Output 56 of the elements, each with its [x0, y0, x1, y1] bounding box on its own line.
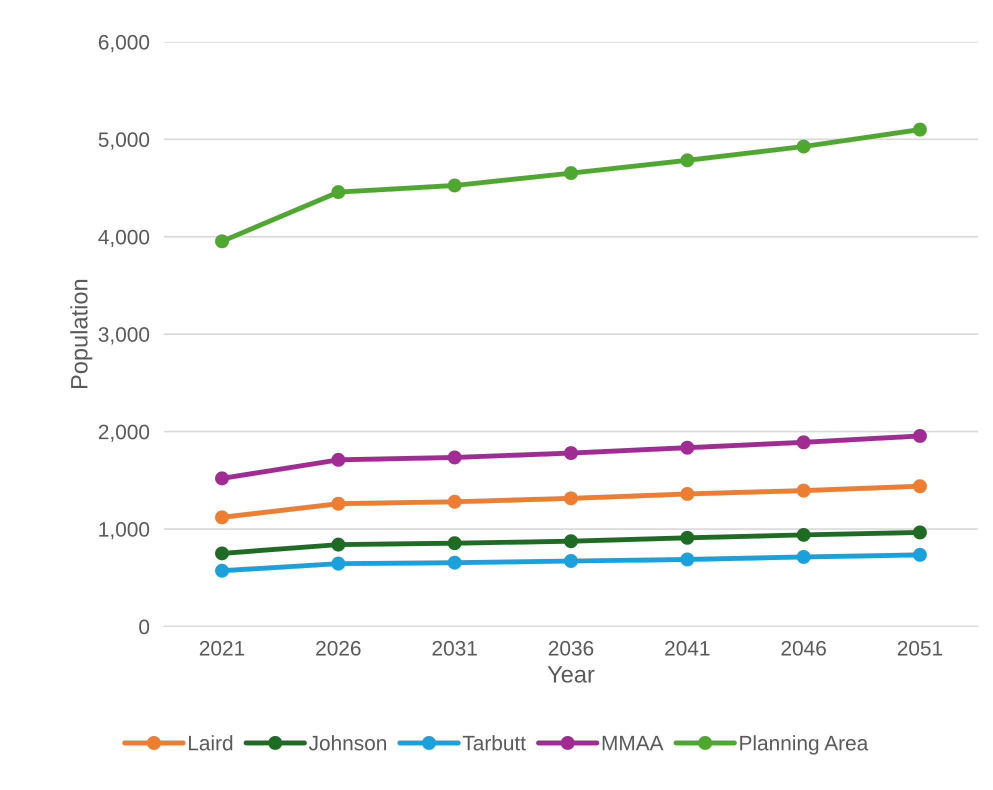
x-tick-label: 2046: [782, 640, 826, 656]
y-tick-label: 0: [139, 619, 150, 634]
point: [448, 536, 462, 550]
legend-label: Johnson: [308, 735, 386, 750]
point: [564, 491, 578, 506]
point: [331, 452, 346, 467]
x-tick-label: 2021: [200, 640, 244, 656]
point: [215, 546, 229, 560]
y-tick-label: 4,000: [98, 230, 150, 247]
point: [796, 435, 811, 450]
point: [448, 494, 462, 509]
point: [913, 526, 927, 540]
legend-label: Planning Area: [740, 735, 868, 755]
legend-label: MMAA: [602, 736, 664, 750]
point: [913, 429, 927, 443]
point: [448, 450, 462, 464]
point: [913, 548, 927, 562]
point: [564, 166, 578, 180]
legend-label: Laird: [188, 735, 232, 750]
y-tick-label: 5,000: [98, 132, 150, 150]
point: [680, 440, 694, 455]
x-tick-label: 2026: [316, 640, 361, 656]
point: [215, 564, 229, 578]
point: [215, 510, 229, 524]
y-tick-label: 6,000: [98, 34, 150, 52]
y-axis-title: Population: [70, 280, 92, 388]
y-tick-label: 3,000: [98, 327, 150, 344]
point: [796, 484, 811, 498]
point: [564, 446, 578, 460]
point: [564, 534, 578, 548]
point: [331, 538, 346, 552]
legend-label: Tarbutt: [462, 735, 526, 750]
point: [448, 556, 462, 570]
y-tick-label: 1,000: [99, 522, 150, 540]
point: [331, 556, 346, 571]
point: [448, 178, 462, 192]
x-tick-label: 2031: [432, 640, 477, 656]
point: [680, 530, 694, 545]
point: [680, 153, 694, 168]
point: [680, 552, 694, 566]
x-tick-label: 2051: [898, 640, 942, 656]
point: [215, 471, 229, 486]
point: [913, 479, 927, 494]
point: [331, 185, 346, 200]
x-tick-label: 2041: [665, 640, 710, 656]
x-axis-title: Year: [548, 666, 594, 683]
point: [215, 234, 229, 248]
x-tick-label: 2036: [548, 640, 594, 656]
point: [796, 528, 811, 542]
point: [680, 487, 694, 501]
point: [331, 496, 346, 511]
y-tick-label: 2,000: [98, 424, 150, 442]
point: [796, 550, 811, 564]
point: [564, 554, 578, 568]
point: [913, 122, 927, 137]
point: [796, 140, 811, 154]
